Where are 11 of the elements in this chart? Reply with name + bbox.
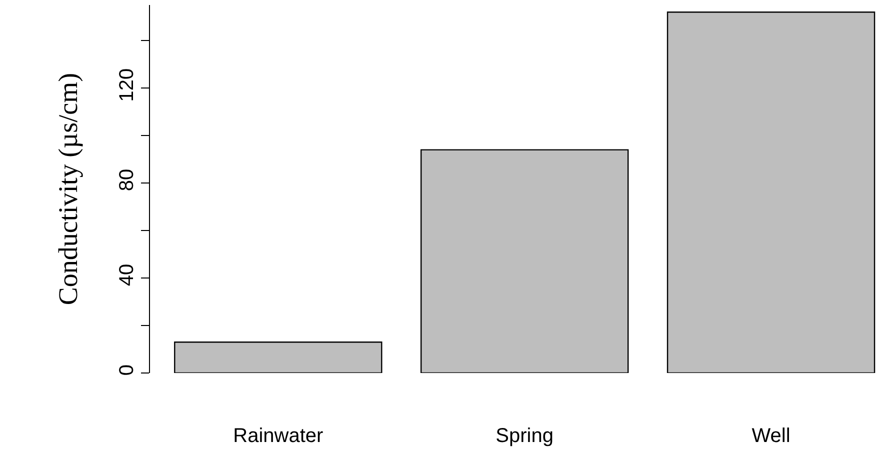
bar: [420, 149, 629, 373]
bar: [174, 342, 382, 373]
y-axis-title: Conductivity (µs/cm): [53, 72, 84, 306]
y-tick-label: 80: [116, 168, 138, 192]
y-tick-label: 120: [116, 68, 138, 102]
x-tick-label: Spring: [496, 425, 554, 447]
y-tick-label: 0: [116, 364, 138, 376]
x-tick-label: Rainwater: [233, 425, 324, 447]
y-tick-label: 40: [116, 264, 138, 286]
x-tick-label: Well: [752, 425, 790, 447]
bar: [666, 12, 876, 373]
